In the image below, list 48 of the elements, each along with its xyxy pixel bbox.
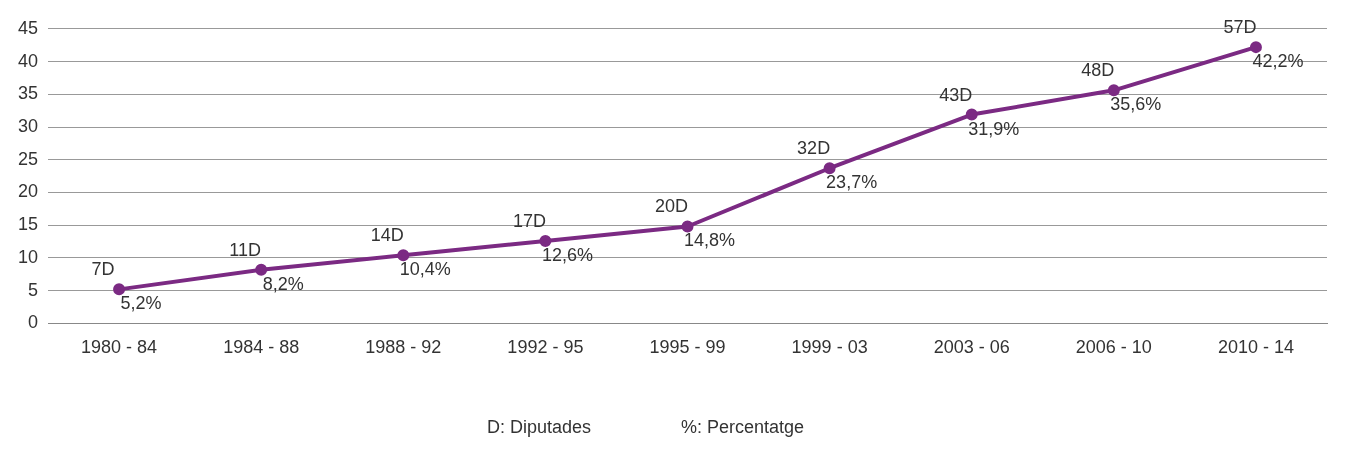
y-tick-label: 40 (17, 50, 39, 71)
x-tick-label: 1984 - 88 (223, 337, 300, 358)
data-label: 10,4% (399, 259, 451, 280)
x-tick-label: 1992 - 95 (507, 337, 584, 358)
text: %: Percentatge (680, 417, 805, 438)
annotation: 48D (1081, 60, 1115, 81)
point (1107, 84, 1120, 97)
y-tick-label: 20 (17, 181, 39, 202)
x-tick-label: 1988 - 92 (365, 337, 442, 358)
annotation: 14D (370, 225, 404, 246)
y-tick-label: 10 (17, 246, 39, 267)
point (539, 234, 552, 247)
data-label: 42,2% (1252, 51, 1304, 72)
y-tick-label: 30 (17, 115, 39, 136)
data-label: 14,8% (683, 230, 736, 251)
x-tick-label: 2003 - 06 (933, 337, 1010, 358)
annotation: 32D (797, 138, 831, 159)
point (823, 162, 836, 175)
data-label: 31,9% (968, 118, 1020, 139)
annotation: 11D (229, 239, 262, 260)
x-tick-label: 2006 - 10 (1075, 337, 1152, 358)
data-label: 23,7% (826, 172, 878, 193)
annotation: 20D (655, 196, 689, 217)
x-tick-label: 1980 - 84 (81, 337, 158, 358)
y-tick-label: 15 (17, 214, 39, 235)
y-tick-label: 0 (28, 312, 39, 333)
x-tick-label: 1999 - 03 (791, 337, 868, 358)
y-tick-label: 45 (17, 17, 39, 38)
annotation: 43D (939, 84, 973, 105)
annotation: 7D (91, 259, 115, 280)
data-label: 8,2% (262, 273, 304, 294)
data-label: 12,6% (541, 244, 593, 265)
x-tick-label: 2010 - 14 (1217, 337, 1294, 358)
point (681, 220, 694, 233)
text: D: Diputades (486, 417, 591, 438)
y-tick-label: 5 (28, 279, 39, 300)
data-label: 5,2% (120, 293, 162, 314)
point (1249, 41, 1262, 54)
y-tick-label: 35 (17, 83, 39, 104)
x-tick-label: 1995 - 99 (649, 337, 726, 358)
point (965, 108, 978, 121)
point (113, 283, 126, 296)
point (255, 263, 268, 276)
annotation: 57D (1223, 17, 1257, 38)
annotation: 17D (512, 210, 546, 231)
point (397, 249, 410, 262)
data-label: 35,6% (1110, 94, 1162, 115)
y-tick-label: 25 (17, 148, 39, 169)
